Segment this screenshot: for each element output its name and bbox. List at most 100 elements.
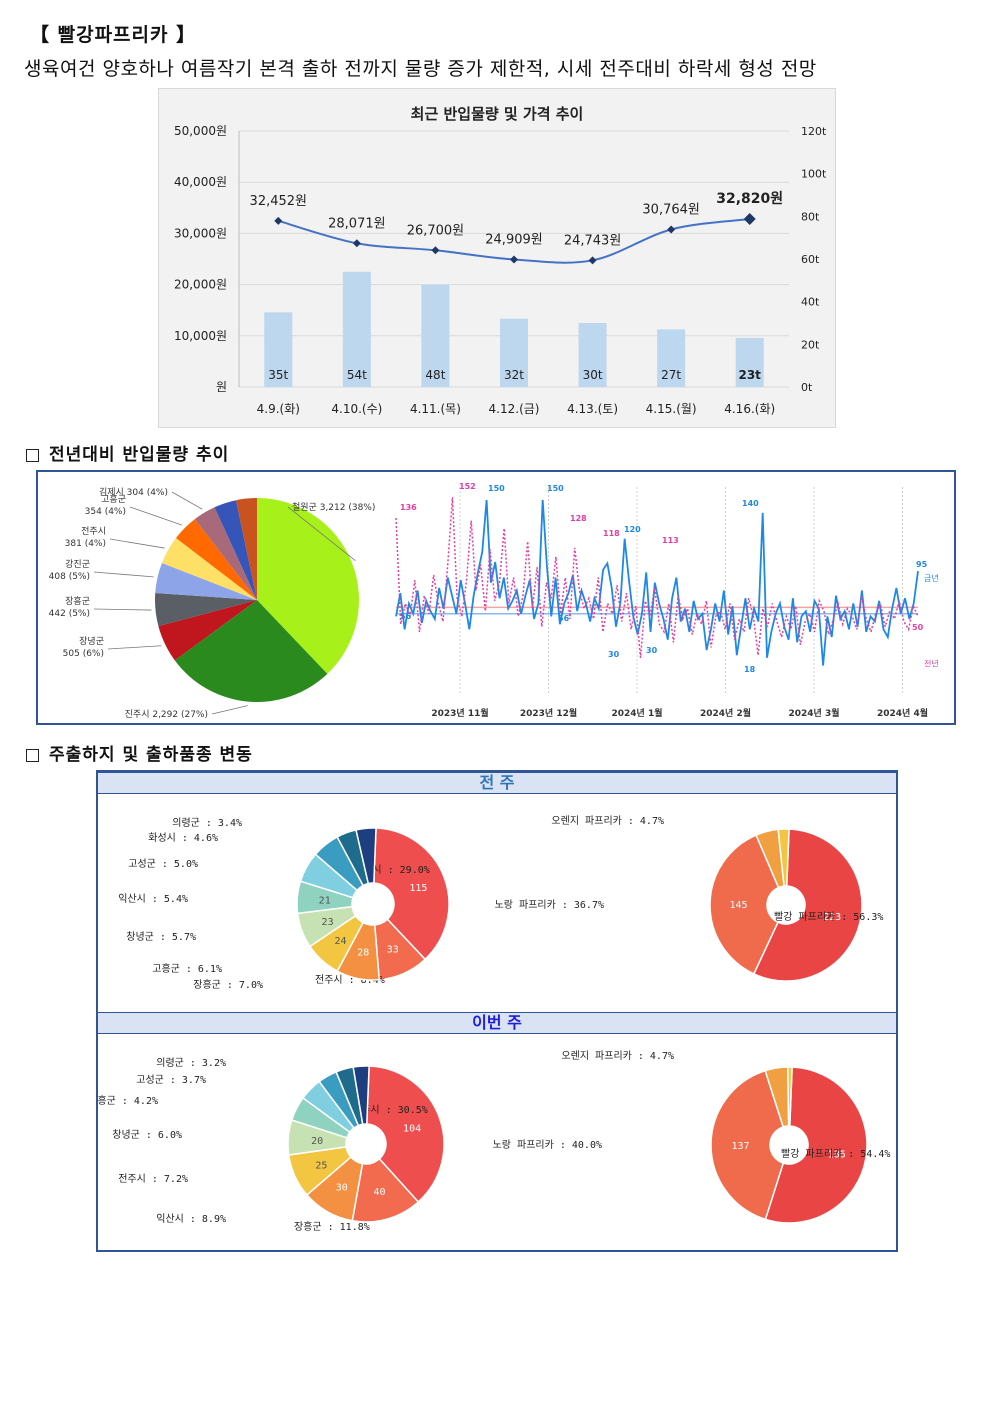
price-marker [743,212,756,225]
price-label: 26,700원 [407,223,464,238]
donut-slice-value: 20 [311,1136,323,1147]
pie-label: 408 (5%) [49,572,90,582]
donut-slice-label: 오렌지 파프리카 : 4.7% [551,815,664,827]
page-title: 【 빨강파프리카 】 [30,24,197,46]
donut-slice-label: 오렌지 파프리카 : 4.7% [561,1050,674,1062]
category-label: 4.16.(화) [724,402,775,416]
price-marker [667,225,676,234]
pie-leader-line [129,506,183,526]
peak-value-label: 152 [459,482,476,491]
checkbox-square-icon [26,748,39,762]
donut-slice-label: 노랑 파프리카 : 40.0% [493,1139,602,1151]
origin-panel: 전 주 이번 주 115 진주시 : 29.0% 33 전주시 : 8.4% 28 장흥군… [88,770,898,1252]
left-axis-tick: 20,000원 [174,278,227,292]
donut-slice-value: 25 [315,1160,327,1171]
pie-leader-line [107,645,162,650]
donut-slice-value: 104 [403,1123,421,1134]
yoy-panel: 철원군 3,212 (38%) 진주시 2,292 (27%) 장녕군 505 (6%… [36,470,956,725]
pie-label: 442 (5%) [49,609,90,619]
section-title-yoy: 전년대비 반입물량 추이 [49,445,230,465]
pie-label: 장녕군 [79,636,104,647]
pie-slice [214,500,257,600]
volume-bar [657,329,686,387]
donut-slice-value: 30 [336,1183,348,1194]
pie-label: 강진군 [65,559,90,570]
donut-slice-value: 40 [373,1187,385,1198]
volume-bar-label: 27t [661,368,681,382]
donut-slice-label: 빨강 파프리카 : 56.3% [774,911,883,923]
donut-slice-value: 28 [357,948,369,959]
left-axis-tick: 40,000원 [174,175,227,189]
price-marker [510,255,518,264]
left-axis-tick: 10,000원 [174,329,227,343]
pie-slice [161,538,257,600]
series-legend-label: 금년 [924,573,939,583]
pie-leader-line [211,705,248,715]
pie-slice [235,498,257,600]
peak-value-label: 113 [662,536,679,545]
donut-slice-value: 185 [828,1149,846,1160]
category-label: 4.9.(화) [257,402,300,416]
yoy-charts-svg: 철원군 3,212 (38%) 진주시 2,292 (27%) 장녕군 505 (6%… [49,482,939,720]
donut-slice-value: 145 [729,900,747,911]
donut-slice-label: 고성군 : 5.0% [128,858,198,870]
donut-slice [373,827,450,961]
peak-value-label: 118 [603,529,620,538]
donut-slice-label: 전주시 : 7.2% [118,1173,188,1185]
donut-slice-value: 24 [335,936,347,947]
price-label: 24,743원 [564,233,621,248]
donut-slice-label: 의령군 : 3.4% [172,817,242,829]
donut-slice-label: 노랑 파프리카 : 36.7% [495,899,604,911]
volume-bar [578,323,607,387]
peak-value-label: 120 [624,525,641,534]
donut-slice [787,1066,793,1127]
month-label: 2024년 4월 [877,707,928,719]
donut-slice-value: 33 [387,944,399,955]
pie-label: 장흥군 [65,595,90,607]
peak-value-label: 128 [570,514,587,523]
price-marker [274,216,283,225]
pie-label: 전주시 [81,526,106,537]
pie-slice [155,593,257,627]
donut-slice-label: 고성군 : 3.7% [136,1074,206,1086]
category-label: 4.15.(월) [646,402,697,416]
price-label: 28,071원 [328,216,385,231]
price-label: 32,820원 [716,191,783,207]
panel-header-this-week: 이번 주 [98,1012,896,1034]
pie-slice [194,507,257,600]
price-marker [588,256,597,265]
month-label: 2023년 11월 [431,707,488,719]
right-axis-tick: 120t [801,125,827,138]
donut-slice-label: 창녕군 : 5.7% [126,931,196,943]
volume-bar [421,284,450,387]
right-axis-tick: 80t [801,210,820,223]
volume-price-chart-svg: 최근 반입물량 및 가격 추이 50,000원 40,000원 30,000원 20,0… [174,105,827,416]
donut-slice-label: 화성시 : 4.6% [148,832,218,844]
right-axis-tick: 20t [801,338,820,351]
donut-slice-value: 21 [319,896,331,907]
right-axis-tick: 40t [801,296,820,309]
peak-value-label: 140 [742,499,759,508]
donut-slice-value: 115 [409,883,427,894]
donut-slice [752,828,863,982]
outlook-summary: 생육여건 양호하나 여름작기 본격 출하 전까지 물량 증가 제한적, 시세 전… [24,58,817,80]
pie-leader-line [109,538,165,549]
donut-slice-label: 장흥군 : 11.8% [294,1220,370,1233]
series-line [395,497,919,658]
left-axis-tick: 원 [216,380,227,394]
donut-slice [355,827,377,885]
pie-label: 381 (4%) [65,539,106,549]
volume-bar [500,318,528,387]
peak-value-label: 30 [646,646,658,655]
right-axis-tick: 0t [801,381,813,394]
chart-title: 최근 반입물량 및 가격 추이 [411,105,584,123]
pie-label: 고흥군 [101,493,126,505]
donut-slice-value: 137 [731,1141,749,1152]
donut-slice-label: 익산시 : 8.9% [156,1213,226,1225]
donut-slice [352,1065,370,1126]
month-label: 2024년 2월 [700,707,751,719]
price-marker [352,239,361,248]
volume-price-chart: 최근 반입물량 및 가격 추이 50,000원 40,000원 30,000원 20,0… [158,88,836,428]
volume-bar-label: 35t [268,368,288,382]
